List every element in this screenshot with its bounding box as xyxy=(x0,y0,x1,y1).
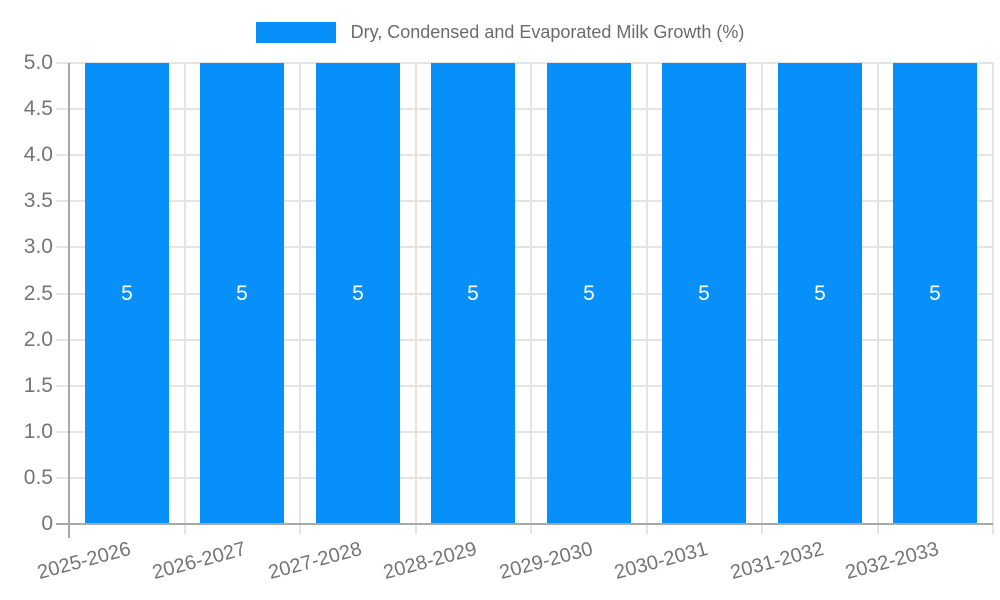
x-gridline xyxy=(530,63,532,524)
y-tick-label: 0.5 xyxy=(23,466,53,489)
x-gridline xyxy=(646,63,648,524)
legend-swatch xyxy=(255,21,336,43)
y-tick-label: 3.5 xyxy=(23,189,53,212)
bar-value-label: 5 xyxy=(352,282,364,305)
bar-value-label: 5 xyxy=(121,282,133,305)
x-gridline xyxy=(877,63,879,524)
bar[interactable]: 5 xyxy=(778,63,862,524)
x-gridline xyxy=(184,63,186,524)
y-tick-label: 5.0 xyxy=(23,51,53,74)
y-axis-line xyxy=(68,63,70,538)
x-tick-mark xyxy=(184,524,186,534)
bar-value-label: 5 xyxy=(698,282,710,305)
bar-value-label: 5 xyxy=(929,282,941,305)
y-tick-mark xyxy=(56,246,69,248)
y-tick-label: 1.0 xyxy=(23,420,53,443)
x-tick-mark xyxy=(761,524,763,534)
y-tick-mark xyxy=(56,477,69,479)
bar[interactable]: 5 xyxy=(662,63,746,524)
x-gridline xyxy=(992,63,994,524)
x-gridline xyxy=(415,63,417,524)
x-tick-mark xyxy=(646,524,648,534)
legend[interactable]: Dry, Condensed and Evaporated Milk Growt… xyxy=(0,20,1000,44)
y-tick-label: 2.0 xyxy=(23,328,53,351)
bar[interactable]: 5 xyxy=(85,63,169,524)
bar[interactable]: 5 xyxy=(200,63,284,524)
bar[interactable]: 5 xyxy=(431,63,515,524)
legend-label: Dry, Condensed and Evaporated Milk Growt… xyxy=(350,22,745,42)
bar[interactable]: 5 xyxy=(316,63,400,524)
y-tick-mark xyxy=(56,293,69,295)
y-tick-mark xyxy=(56,200,69,202)
y-tick-mark xyxy=(56,385,69,387)
y-tick-mark xyxy=(56,154,69,156)
y-tick-label: 4.5 xyxy=(23,97,53,120)
bar-value-label: 5 xyxy=(236,282,248,305)
y-tick-mark xyxy=(56,62,69,64)
bar[interactable]: 5 xyxy=(547,63,631,524)
bar-value-label: 5 xyxy=(583,282,595,305)
x-tick-mark xyxy=(415,524,417,534)
bar-value-label: 5 xyxy=(467,282,479,305)
x-tick-mark xyxy=(530,524,532,534)
y-tick-label: 1.5 xyxy=(23,374,53,397)
bar[interactable]: 5 xyxy=(893,63,977,524)
y-tick-label: 2.5 xyxy=(23,282,53,305)
x-tick-mark xyxy=(992,524,994,534)
x-tick-mark xyxy=(877,524,879,534)
x-gridline xyxy=(299,63,301,524)
x-axis-line xyxy=(56,523,993,525)
y-tick-mark xyxy=(56,339,69,341)
y-tick-label: 0 xyxy=(41,512,53,535)
y-tick-label: 4.0 xyxy=(23,143,53,166)
x-gridline xyxy=(761,63,763,524)
y-tick-label: 3.0 xyxy=(23,235,53,258)
y-tick-mark xyxy=(56,431,69,433)
x-tick-mark xyxy=(299,524,301,534)
y-tick-mark xyxy=(56,108,69,110)
bar-value-label: 5 xyxy=(814,282,826,305)
